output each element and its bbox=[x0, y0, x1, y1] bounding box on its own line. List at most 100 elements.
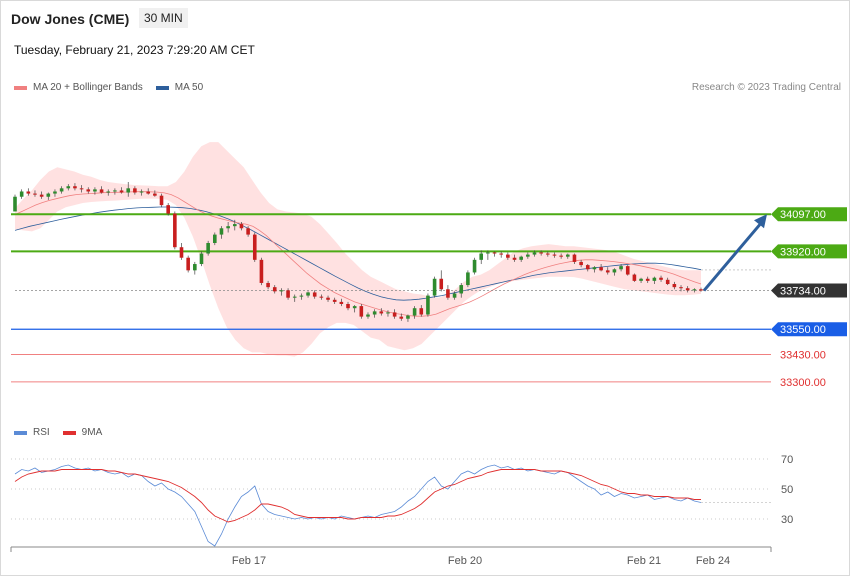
candle-body bbox=[59, 188, 64, 192]
candle-body bbox=[492, 252, 497, 254]
candle-body bbox=[559, 255, 563, 257]
legend-swatch-ma20 bbox=[14, 85, 27, 90]
legend-item-ma20: MA 20 + Bollinger Bands bbox=[14, 82, 143, 93]
candle-body bbox=[286, 290, 290, 298]
candle-body bbox=[232, 224, 237, 227]
timestamp: Tuesday, February 21, 2023 7:29:20 AM CE… bbox=[14, 43, 255, 57]
level-label: 33300.00 bbox=[780, 377, 826, 389]
candle-body bbox=[339, 301, 344, 304]
legend-label-rsi: RSI bbox=[33, 427, 50, 438]
candle-body bbox=[612, 269, 617, 273]
instrument-title: Dow Jones (CME) bbox=[11, 11, 130, 27]
candle-body bbox=[585, 265, 590, 270]
x-tick-label: Feb 24 bbox=[696, 555, 730, 567]
candle-body bbox=[565, 254, 570, 257]
level-label: 34097.00 bbox=[780, 209, 826, 221]
level-label: 33550.00 bbox=[780, 324, 826, 336]
candle-body bbox=[292, 296, 297, 298]
timeframe-badge[interactable]: 30 MIN bbox=[139, 8, 188, 28]
candle-body bbox=[19, 191, 24, 197]
candle-body bbox=[259, 259, 264, 283]
candle-body bbox=[26, 191, 31, 194]
candle-body bbox=[625, 266, 630, 275]
candle-body bbox=[173, 213, 177, 248]
candle-body bbox=[346, 303, 350, 309]
candle-body bbox=[193, 264, 197, 271]
candle-body bbox=[526, 254, 530, 257]
candle-body bbox=[412, 308, 417, 316]
level-tag bbox=[771, 283, 847, 298]
candle-body bbox=[506, 254, 510, 258]
candle-body bbox=[213, 234, 217, 244]
legend-swatch-rsi bbox=[14, 430, 27, 435]
legend-item-rsi: RSI bbox=[14, 427, 50, 438]
candle-body bbox=[392, 312, 397, 317]
candle-body bbox=[672, 284, 677, 288]
bollinger-band bbox=[15, 142, 701, 357]
candle-body bbox=[546, 253, 550, 255]
candle-body bbox=[539, 252, 543, 254]
candle-body bbox=[466, 272, 470, 286]
candle-body bbox=[199, 253, 204, 265]
candle-body bbox=[39, 194, 44, 197]
candle-body bbox=[579, 261, 583, 266]
candle-body bbox=[119, 190, 124, 193]
candle-body bbox=[66, 186, 71, 189]
price-legend: MA 20 + Bollinger Bands MA 50 bbox=[14, 82, 216, 93]
candle-body bbox=[46, 193, 51, 197]
candle-body bbox=[299, 295, 304, 297]
candle-body bbox=[632, 274, 637, 281]
candle-body bbox=[279, 290, 284, 292]
candle-body bbox=[319, 296, 324, 298]
candle-body bbox=[432, 278, 437, 296]
legend-label-ma20: MA 20 + Bollinger Bands bbox=[33, 82, 143, 93]
legend-swatch-ma50 bbox=[155, 85, 169, 90]
candle-body bbox=[592, 267, 597, 270]
candle-body bbox=[486, 252, 490, 254]
candle-body bbox=[499, 253, 503, 255]
candle-body bbox=[452, 293, 457, 298]
candle-body bbox=[685, 288, 690, 291]
candle-body bbox=[426, 295, 430, 315]
candle-body bbox=[306, 292, 310, 296]
candle-body bbox=[133, 188, 137, 193]
candle-body bbox=[139, 191, 144, 193]
candle-body bbox=[639, 278, 643, 281]
candle-body bbox=[679, 287, 683, 289]
candle-body bbox=[239, 224, 244, 229]
candle-body bbox=[99, 189, 104, 193]
rsi-line bbox=[14, 464, 702, 547]
legend-label-9ma: 9MA bbox=[81, 427, 103, 438]
rsi-legend: RSI 9MA bbox=[14, 427, 115, 438]
candle-body bbox=[332, 299, 337, 302]
candle-body bbox=[252, 234, 257, 260]
candle-body bbox=[572, 254, 577, 262]
legend-item-9ma: 9MA bbox=[62, 427, 103, 438]
candle-body bbox=[366, 314, 370, 317]
candle-body bbox=[352, 306, 357, 309]
candle-body bbox=[532, 252, 537, 255]
candle-body bbox=[386, 312, 390, 314]
candle-body bbox=[206, 243, 210, 254]
candle-body bbox=[33, 193, 37, 195]
candle-body bbox=[605, 270, 610, 273]
candle-body bbox=[359, 306, 364, 317]
header: Dow Jones (CME) 30 MIN bbox=[1, 1, 849, 37]
credit-text: Research © 2023 Trading Central bbox=[691, 82, 841, 93]
candle-body bbox=[79, 188, 84, 190]
rsi-tick-label: 70 bbox=[781, 454, 793, 466]
x-tick-label: Feb 21 bbox=[627, 555, 661, 567]
x-tick-label: Feb 17 bbox=[232, 555, 266, 567]
candle-body bbox=[219, 228, 224, 235]
candle-body bbox=[439, 278, 444, 290]
x-tick-label: Feb 20 bbox=[448, 555, 482, 567]
candle-body bbox=[93, 189, 97, 192]
candle-body bbox=[86, 189, 91, 192]
rsi-tick-label: 50 bbox=[781, 484, 793, 496]
candle-body bbox=[13, 196, 17, 212]
forecast-arrow-shaft bbox=[702, 222, 763, 292]
candle-body bbox=[399, 316, 404, 319]
rsi-tick-label: 30 bbox=[781, 514, 793, 526]
